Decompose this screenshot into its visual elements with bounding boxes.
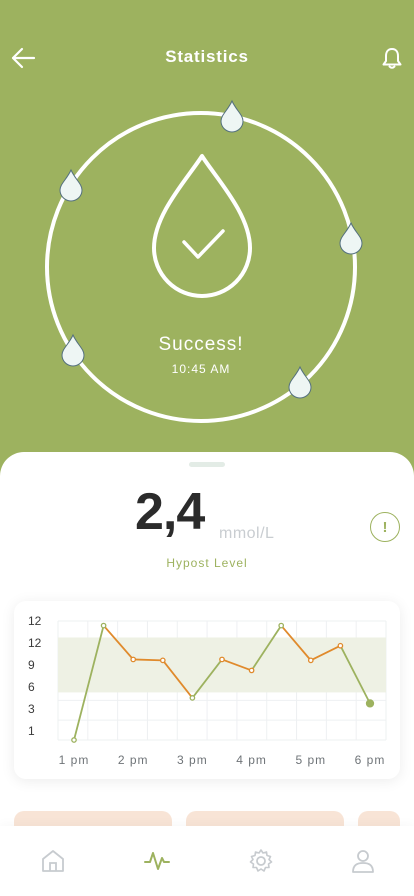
status-time: 10:45 AM bbox=[171, 362, 231, 376]
series-segment bbox=[339, 645, 371, 704]
info-alert-button[interactable]: ! bbox=[370, 512, 400, 542]
profile-icon bbox=[352, 850, 374, 873]
target-range-band bbox=[58, 637, 386, 693]
x-tick-label: 4 pm bbox=[236, 753, 267, 767]
series-segment bbox=[280, 624, 312, 661]
notifications-button[interactable] bbox=[377, 43, 407, 73]
glucose-chart-card: 12 12 9 6 3 1 1 pm 2 pm 3 pm 4 pm 5 pm 6 pm bbox=[14, 601, 400, 779]
data-point bbox=[307, 657, 314, 664]
data-point bbox=[130, 656, 137, 663]
reading-value: 2,4 bbox=[135, 483, 205, 541]
activity-icon bbox=[144, 852, 170, 870]
y-tick-label: 1 bbox=[28, 724, 35, 738]
drag-handle[interactable] bbox=[189, 462, 225, 467]
series-segment bbox=[221, 658, 252, 672]
x-tick-label: 1 pm bbox=[59, 753, 90, 767]
droplet-marker-icon bbox=[59, 168, 83, 202]
series-segment bbox=[250, 625, 282, 671]
y-tick-label: 12 bbox=[28, 614, 42, 628]
data-point bbox=[71, 737, 77, 743]
big-drop-check-icon bbox=[152, 154, 252, 298]
data-point bbox=[337, 642, 344, 649]
tab-settings[interactable] bbox=[244, 844, 278, 878]
data-point bbox=[159, 657, 166, 664]
status-ring bbox=[45, 99, 363, 423]
tab-activity[interactable] bbox=[140, 844, 174, 878]
home-icon bbox=[42, 850, 64, 872]
series-segment bbox=[133, 658, 163, 662]
data-point bbox=[365, 699, 375, 708]
glucose-line-chart: 12 12 9 6 3 1 1 pm 2 pm 3 pm 4 pm 5 pm 6 pm bbox=[28, 614, 387, 767]
tab-profile[interactable] bbox=[346, 844, 380, 878]
reading-unit: mmol/L bbox=[219, 525, 275, 542]
x-tick-label: 2 pm bbox=[118, 753, 149, 767]
series-segment bbox=[102, 624, 134, 661]
series-segment bbox=[73, 625, 105, 741]
reading-label: Hypost Level bbox=[166, 556, 248, 570]
droplet-marker-icon bbox=[61, 333, 85, 367]
data-point bbox=[278, 622, 285, 629]
tab-home[interactable] bbox=[36, 844, 70, 878]
status-message: Success! bbox=[158, 334, 244, 355]
droplet-marker-icon bbox=[220, 99, 244, 133]
droplet-marker-icon bbox=[339, 221, 363, 255]
series-segment bbox=[162, 659, 194, 699]
back-button[interactable] bbox=[8, 43, 38, 73]
y-tick-label: 12 bbox=[28, 636, 42, 650]
bottom-tab-bar bbox=[0, 826, 414, 896]
bell-icon bbox=[382, 48, 402, 69]
stats-sheet: 2,4 mmol/L ! Hypost Level 12 12 9 6 3 1 1 pm 2 … bbox=[0, 452, 414, 896]
exclamation-icon: ! bbox=[382, 518, 388, 536]
x-tick-label: 3 pm bbox=[177, 753, 208, 767]
y-tick-label: 6 bbox=[28, 680, 35, 694]
x-tick-label: 6 pm bbox=[355, 753, 386, 767]
data-point bbox=[248, 667, 255, 674]
arrow-left-icon bbox=[11, 47, 36, 69]
x-tick-label: 5 pm bbox=[295, 753, 326, 767]
settings-icon bbox=[249, 849, 273, 872]
y-tick-label: 9 bbox=[28, 658, 35, 672]
page-title: Statistics bbox=[165, 47, 249, 66]
y-tick-label: 3 bbox=[28, 702, 35, 716]
data-point bbox=[219, 656, 225, 663]
droplet-marker-icon bbox=[288, 365, 312, 399]
series-segment bbox=[191, 658, 223, 699]
data-point bbox=[100, 622, 107, 629]
data-point bbox=[189, 695, 196, 701]
series-segment bbox=[310, 644, 341, 662]
hero-panel: Statistics Success! 10:45 AM bbox=[8, 43, 407, 423]
